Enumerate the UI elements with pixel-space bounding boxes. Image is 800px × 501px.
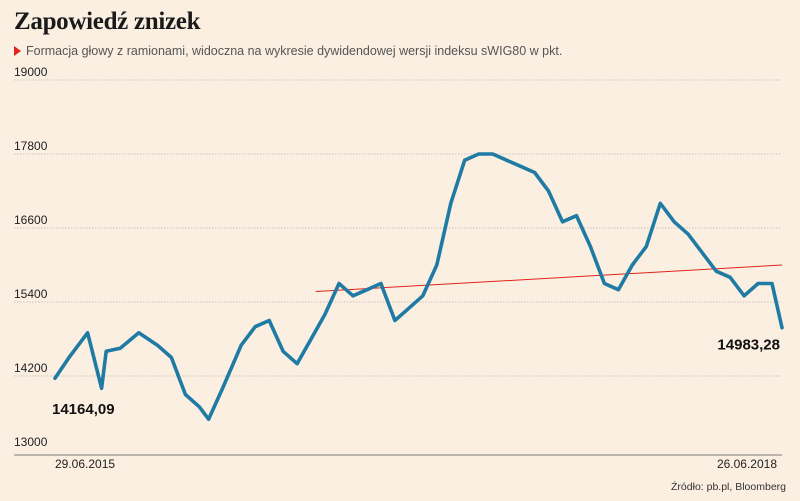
series-line-swig80 bbox=[53, 152, 784, 421]
chart-title: Zapowiedź znizek bbox=[14, 8, 201, 35]
triangle-marker-icon bbox=[14, 46, 21, 56]
start-value-label: 14164,09 bbox=[52, 401, 115, 418]
neckline-trendline bbox=[315, 264, 783, 293]
x-axis-labels: 29.06.2015 26.06.2018 bbox=[55, 457, 777, 471]
y-tick-label: 13000 bbox=[14, 435, 48, 449]
x-tick-label: 26.06.2018 bbox=[717, 457, 777, 471]
y-axis-labels: 13000 14200 15400 16600 17800 19000 bbox=[14, 65, 48, 449]
y-tick-label: 19000 bbox=[14, 65, 48, 79]
y-tick-label: 17800 bbox=[14, 139, 48, 153]
y-tick-label: 14200 bbox=[14, 361, 48, 375]
x-tick-label: 29.06.2015 bbox=[55, 457, 115, 471]
end-value-label: 14983,28 bbox=[717, 337, 780, 354]
y-tick-label: 15400 bbox=[14, 287, 48, 301]
y-tick-label: 16600 bbox=[14, 213, 48, 227]
grid-lines bbox=[14, 79, 782, 377]
subtitle-row: Formacja głowy z ramionami, widoczna na … bbox=[14, 44, 562, 58]
source-note: Źródło: pb.pl, Bloomberg bbox=[671, 481, 786, 493]
chart-subtitle: Formacja głowy z ramionami, widoczna na … bbox=[26, 44, 563, 58]
